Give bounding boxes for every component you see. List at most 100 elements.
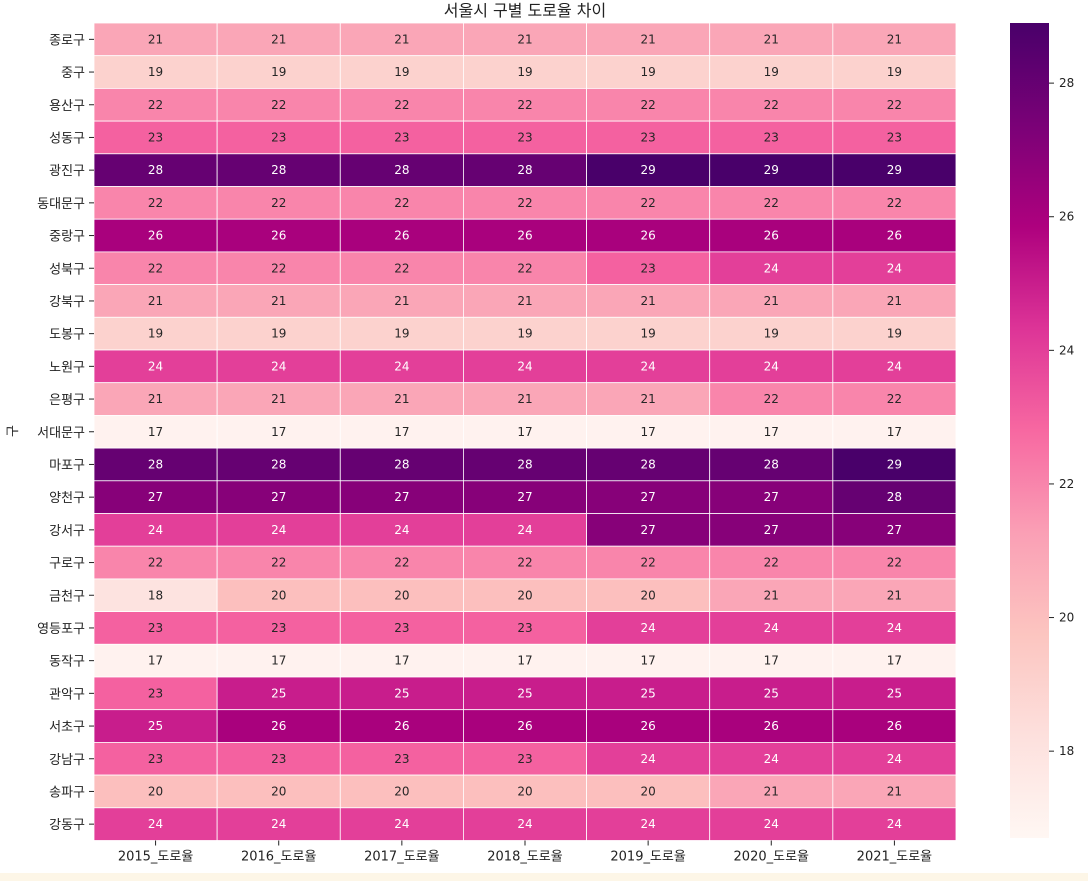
row-label: 영등포구: [37, 622, 85, 637]
cell-value-label: 17: [640, 425, 655, 439]
cell-value-label: 24: [517, 359, 532, 373]
heatmap-cell: [463, 414, 587, 449]
heatmap-cell: [586, 709, 711, 743]
cell-value-label: 23: [640, 130, 655, 144]
cell-value-label: 22: [271, 261, 286, 275]
cell-value-label: 20: [517, 588, 532, 602]
heatmap-cell: [93, 709, 218, 743]
row-label: 강남구: [49, 753, 85, 768]
cell-value-label: 21: [764, 32, 779, 46]
cell-value-label: 21: [517, 392, 532, 406]
heatmap-cell: [586, 316, 711, 351]
cell-value-label: 25: [764, 686, 779, 700]
cell-value-label: 23: [394, 621, 409, 635]
heatmap-cell: [463, 349, 587, 384]
colorbar-gradient: [1010, 23, 1049, 838]
cell-value-label: 21: [517, 294, 532, 308]
cell-value-label: 28: [517, 163, 532, 177]
column-label: 2019_도로율: [610, 850, 686, 865]
y-axis-label: 구: [6, 425, 21, 437]
heatmap-cell: [93, 218, 218, 253]
cell-value-label: 21: [887, 588, 902, 602]
heatmap-cell: [216, 676, 341, 711]
cell-value-label: 21: [394, 32, 409, 46]
cell-value-label: 19: [271, 65, 286, 79]
cell-value-label: 25: [271, 686, 286, 700]
heatmap-cell: [93, 316, 218, 351]
column-label: 2020_도로율: [734, 850, 810, 865]
cell-value-label: 27: [640, 490, 655, 504]
cell-value-label: 22: [764, 556, 779, 570]
cell-value-label: 24: [148, 359, 163, 373]
heatmap-cell: [216, 382, 341, 416]
cell-value-label: 22: [640, 196, 655, 210]
heatmap-cell: [586, 55, 711, 89]
cell-value-label: 22: [271, 196, 286, 210]
cell-value-label: 28: [640, 457, 655, 471]
cell-value-label: 23: [148, 621, 163, 635]
row-label: 구로구: [49, 557, 85, 572]
cell-value-label: 29: [640, 163, 655, 177]
heatmap-cell: [463, 578, 587, 613]
heatmap-cell: [832, 676, 957, 711]
heatmap-cell: [709, 251, 834, 285]
column-label: 2021_도로율: [857, 850, 933, 865]
cell-value-label: 24: [640, 359, 655, 373]
heatmap-cell: [586, 807, 711, 841]
heatmap-cell: [216, 774, 341, 809]
cell-value-label: 19: [517, 65, 532, 79]
heatmap-cell: [832, 316, 957, 351]
cell-value-label: 23: [394, 130, 409, 144]
cell-value-label: 20: [394, 588, 409, 602]
heatmap-cell: [216, 120, 341, 155]
cell-value-label: 22: [148, 261, 163, 275]
cell-value-label: 17: [271, 654, 286, 668]
heatmap-cell: [216, 349, 341, 384]
heatmap-cell: [586, 349, 711, 384]
cell-value-label: 25: [517, 686, 532, 700]
heatmap-cell: [216, 709, 341, 743]
heatmap-cell: [339, 153, 464, 187]
cell-value-label: 20: [271, 784, 286, 798]
heatmap-cell: [709, 88, 834, 122]
cell-value-label: 21: [148, 392, 163, 406]
cell-value-label: 24: [148, 523, 163, 537]
cell-value-label: 21: [271, 32, 286, 46]
column-label: 2018_도로율: [487, 850, 563, 865]
cell-value-label: 23: [271, 621, 286, 635]
row-label: 중랑구: [49, 230, 85, 245]
cell-value-label: 17: [887, 425, 902, 439]
cell-value-label: 26: [640, 719, 655, 733]
cell-value-label: 27: [148, 490, 163, 504]
heatmap-cell: [339, 578, 464, 613]
cell-value-label: 22: [271, 98, 286, 112]
cell-value-label: 24: [640, 817, 655, 831]
heatmap-cell: [832, 251, 957, 285]
cell-value-label: 24: [764, 359, 779, 373]
cell-value-label: 22: [764, 196, 779, 210]
cell-value-label: 19: [271, 327, 286, 341]
cell-value-label: 17: [517, 654, 532, 668]
heatmap-cell: [832, 120, 957, 155]
cell-value-label: 21: [764, 294, 779, 308]
cell-value-label: 27: [640, 523, 655, 537]
cell-value-label: 17: [517, 425, 532, 439]
heatmap-cells: 21 21 21 21 21 21 21 19 19 19 19 19 19 19 22 22 22 22 22 22…: [93, 22, 957, 841]
row-label: 중구: [61, 66, 85, 81]
heatmap-cell: [586, 513, 711, 547]
cell-value-label: 21: [640, 32, 655, 46]
cell-value-label: 19: [148, 327, 163, 341]
cell-value-label: 28: [394, 457, 409, 471]
column-label: 2015_도로율: [118, 850, 194, 865]
heatmap-cell: [463, 251, 587, 285]
cell-value-label: 21: [517, 32, 532, 46]
heatmap-cell: [339, 22, 464, 57]
column-label: 2016_도로율: [241, 850, 317, 865]
heatmap-cell: [339, 774, 464, 809]
cell-value-label: 21: [271, 392, 286, 406]
cell-value-label: 24: [764, 752, 779, 766]
row-label: 강북구: [49, 295, 85, 310]
cell-value-label: 27: [764, 490, 779, 504]
row-label: 성북구: [49, 262, 85, 277]
cell-value-label: 22: [640, 98, 655, 112]
